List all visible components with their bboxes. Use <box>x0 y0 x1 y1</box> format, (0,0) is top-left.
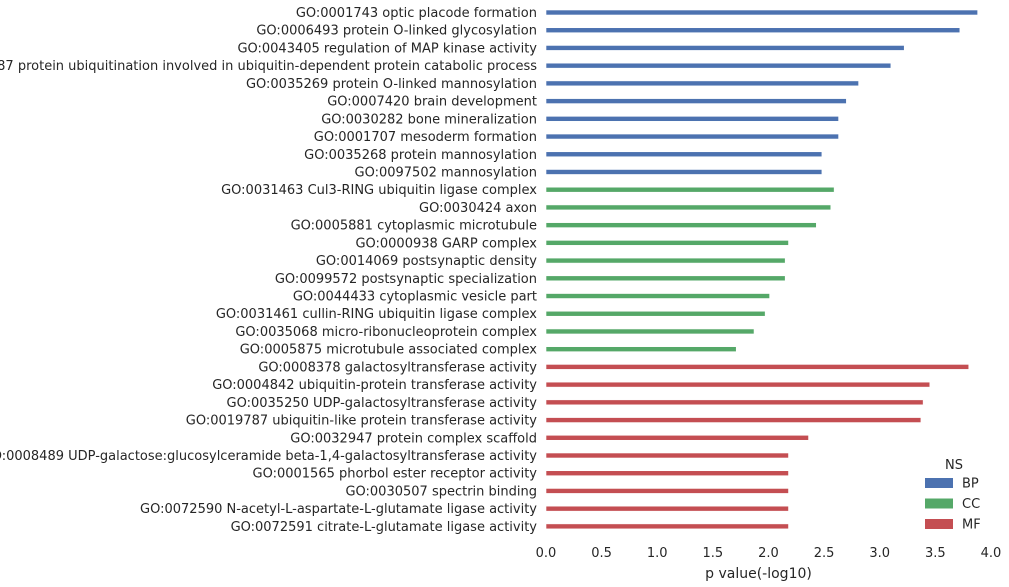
bar-bp <box>545 80 859 87</box>
bar-bp <box>545 116 839 122</box>
bar-bp <box>545 98 847 104</box>
x-axis-ticks-group: 0.0 0.5 1.0 1.5 2.0 2.5 3.0 3.5 4.0 <box>536 546 1002 561</box>
category-label: GO:0035268 protein mannosylation <box>304 148 537 163</box>
bar-cc <box>545 275 786 282</box>
category-label: GO:0001565 phorbol ester receptor activi… <box>253 467 538 482</box>
bar-mf <box>545 364 970 370</box>
bar-cc <box>545 257 786 264</box>
category-labels-group: GO:0001743 optic placode formation GO:000… <box>0 6 537 535</box>
category-label: GO:0044433 cytoplasmic vesicle part <box>293 290 537 305</box>
bar-mf <box>545 470 789 477</box>
category-label: GO:0006493 protein O-linked glycosylatio… <box>256 24 537 39</box>
category-label: GO:0072591 citrate-L-glutamate ligase ac… <box>231 520 538 535</box>
x-tick-label: 2.5 <box>814 546 835 561</box>
bar-cc <box>545 186 835 193</box>
category-label: GO:0031461 cullin-RING ubiquitin ligase … <box>216 307 537 322</box>
category-label: GO:0005881 cytoplasmic microtubule <box>291 219 537 234</box>
category-label: GO:0030424 axon <box>419 201 537 216</box>
category-label: GO:0099572 postsynaptic specialization <box>275 272 537 287</box>
bar-mf <box>545 399 924 406</box>
x-tick-label: 2.0 <box>758 546 779 561</box>
bar-bp <box>545 62 892 69</box>
bars-group <box>545 9 978 530</box>
category-label: GO:0032947 protein complex scaffold <box>290 431 537 446</box>
category-label: GO:0043405 regulation of MAP kinase acti… <box>237 41 537 56</box>
x-tick-label: 0.5 <box>591 546 612 561</box>
legend-label: MF <box>962 518 981 533</box>
x-tick-label: 1.5 <box>703 546 724 561</box>
category-label: GO:0042787 protein ubiquitination involv… <box>0 59 537 74</box>
bar-mf <box>545 488 789 494</box>
bar-cc <box>545 328 755 335</box>
category-label: GO:0030282 bone mineralization <box>321 112 537 127</box>
x-tick-label: 3.5 <box>925 546 946 561</box>
category-label: GO:0001743 optic placode formation <box>296 6 537 21</box>
category-label: GO:0035068 micro-ribonucleoprotein compl… <box>235 325 537 340</box>
bar-cc <box>545 204 832 211</box>
category-label: GO:0031463 Cul3-RING ubiquitin ligase co… <box>221 183 537 198</box>
x-tick-label: 0.0 <box>536 546 557 561</box>
category-label: GO:0005875 microtubule associated comple… <box>240 343 538 358</box>
bar-bp <box>545 9 978 16</box>
category-label: GO:0035250 UDP-galactosyltransferase act… <box>227 396 538 411</box>
category-label: GO:0000938 GARP complex <box>355 236 537 251</box>
bar-mf <box>545 417 922 423</box>
bar-bp <box>545 133 839 140</box>
legend: NS BP CC MF <box>925 458 981 533</box>
bar-bp <box>545 169 823 175</box>
legend-swatch-mf <box>925 519 953 529</box>
bar-mf <box>545 523 789 530</box>
legend-title: NS <box>945 458 963 473</box>
x-tick-label: 3.0 <box>869 546 890 561</box>
category-label: GO:0072590 N-acetyl-L-aspartate-L-glutam… <box>140 502 537 517</box>
x-tick-label: 1.0 <box>647 546 668 561</box>
bar-cc <box>545 310 766 317</box>
bar-bp <box>545 45 905 51</box>
legend-label: CC <box>962 497 980 512</box>
category-label: GO:0014069 postsynaptic density <box>316 254 537 269</box>
category-label: GO:0008378 galactosyltransferase activit… <box>258 360 537 375</box>
bar-bp <box>545 151 823 158</box>
category-label: GO:0001707 mesoderm formation <box>314 130 537 145</box>
bar-mf <box>545 381 931 388</box>
bar-mf <box>545 452 789 459</box>
x-axis-title: p value(-log10) <box>705 566 812 582</box>
x-tick-label: 4.0 <box>981 546 1002 561</box>
category-label: GO:0097502 mannosylation <box>355 165 538 180</box>
bar-cc <box>545 240 789 246</box>
bar-cc <box>545 346 737 352</box>
category-label: GO:0004842 ubiquitin-protein transferase… <box>212 378 537 393</box>
bar-mf <box>545 505 789 512</box>
legend-label: BP <box>962 477 979 492</box>
category-label: GO:0019787 ubiquitin-like protein transf… <box>186 414 538 429</box>
bar-cc <box>545 222 817 228</box>
bar-bp <box>545 27 961 34</box>
bar-mf <box>545 434 809 441</box>
legend-swatch-cc <box>925 498 953 509</box>
category-label: GO:0008489 UDP-galactose:glucosylceramid… <box>0 449 537 464</box>
legend-swatch-bp <box>925 478 953 488</box>
category-label: GO:0035269 protein O-linked mannosylatio… <box>246 77 537 92</box>
bar-cc <box>545 293 770 299</box>
category-label: GO:0030507 spectrin binding <box>345 484 537 499</box>
category-label: GO:0007420 brain development <box>327 95 537 110</box>
